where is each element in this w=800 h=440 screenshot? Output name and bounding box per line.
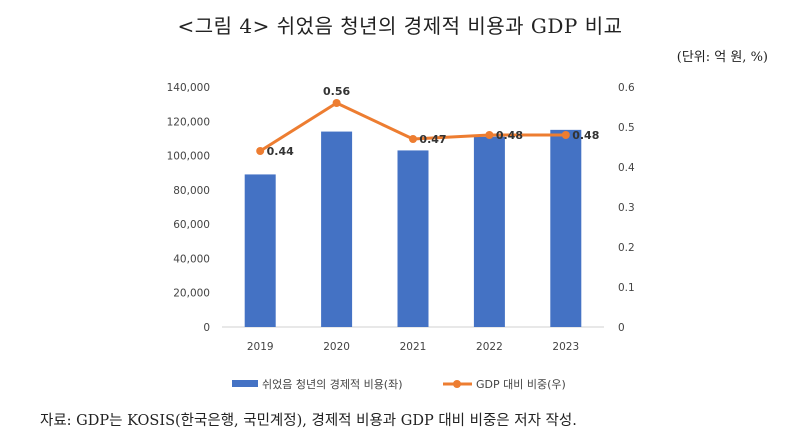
bar bbox=[321, 131, 353, 327]
x-tick-label: 2023 bbox=[552, 341, 579, 353]
left-tick-label: 60,000 bbox=[173, 219, 210, 231]
x-axis: 2019 2020 2021 2022 2023 bbox=[247, 341, 579, 353]
left-axis: 0 20,000 40,000 60,000 80,000 100,000 120,000 1… bbox=[167, 82, 210, 334]
left-tick-label: 100,000 bbox=[167, 151, 210, 163]
legend-bar-label: 쉬었음 청년의 경제적 비용(좌) bbox=[262, 378, 403, 391]
right-axis: 0 0.1 0.2 0.3 0.4 0.5 0.6 bbox=[618, 82, 635, 334]
x-tick-label: 2020 bbox=[323, 341, 350, 353]
data-label: 0.47 bbox=[419, 133, 446, 146]
data-label: 0.48 bbox=[572, 129, 599, 142]
right-tick-label: 0.3 bbox=[618, 202, 635, 214]
right-tick-label: 0.2 bbox=[618, 242, 635, 254]
right-tick-label: 0.4 bbox=[618, 162, 635, 174]
x-tick-label: 2022 bbox=[476, 341, 503, 353]
source-note: 자료: GDP는 KOSIS(한국은행, 국민계정), 경제적 비용과 GDP … bbox=[40, 413, 577, 429]
combo-chart: 0 20,000 40,000 60,000 80,000 100,000 120,000 1… bbox=[167, 82, 635, 391]
line-series: 0.44 0.56 0.47 0.48 0.48 bbox=[256, 85, 599, 158]
bar bbox=[473, 136, 505, 327]
right-tick-label: 0 bbox=[618, 322, 625, 334]
left-tick-label: 40,000 bbox=[173, 253, 210, 265]
series-line bbox=[259, 101, 566, 153]
legend-bar-swatch bbox=[232, 380, 258, 387]
unit-label: (단위: 억 원, %) bbox=[676, 50, 768, 65]
line-point bbox=[561, 131, 570, 139]
bar bbox=[244, 174, 276, 327]
legend: 쉬었음 청년의 경제적 비용(좌) GDP 대비 비중(우) bbox=[232, 378, 566, 391]
data-label: 0.44 bbox=[267, 145, 294, 158]
right-tick-label: 0.6 bbox=[618, 82, 635, 94]
line-point bbox=[485, 131, 494, 139]
x-tick-label: 2021 bbox=[400, 341, 427, 353]
left-tick-label: 0 bbox=[203, 322, 210, 334]
right-tick-label: 0.5 bbox=[618, 122, 635, 134]
data-label: 0.48 bbox=[496, 129, 523, 142]
bar-series bbox=[244, 129, 582, 327]
right-tick-label: 0.1 bbox=[618, 282, 635, 294]
left-tick-label: 20,000 bbox=[173, 288, 210, 300]
line-point bbox=[256, 147, 265, 155]
line-point bbox=[332, 99, 341, 107]
data-label: 0.56 bbox=[323, 85, 350, 98]
line-point bbox=[409, 135, 417, 143]
chart-title: <그림 4> 쉬었음 청년의 경제적 비용과 GDP 비교 bbox=[177, 14, 623, 38]
legend-line-label: GDP 대비 비중(우) bbox=[476, 378, 566, 391]
bar bbox=[550, 129, 582, 327]
bar bbox=[397, 150, 429, 327]
left-tick-label: 80,000 bbox=[173, 185, 210, 197]
x-tick-label: 2019 bbox=[247, 341, 274, 353]
left-tick-label: 140,000 bbox=[167, 82, 210, 94]
left-tick-label: 120,000 bbox=[167, 116, 210, 128]
legend-line-marker bbox=[453, 380, 461, 388]
